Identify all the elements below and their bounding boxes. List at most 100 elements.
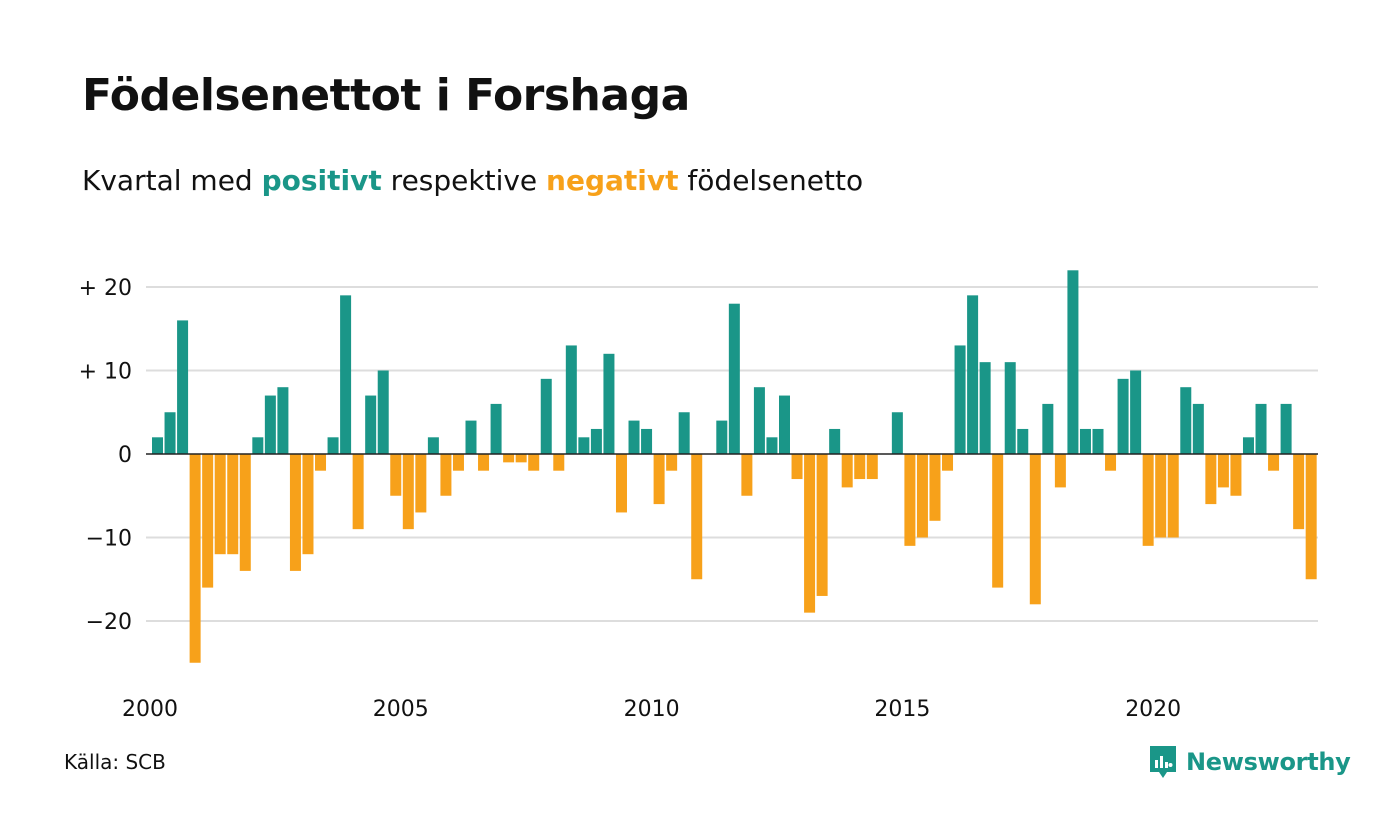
bar — [854, 454, 866, 480]
bar — [1079, 428, 1091, 454]
bar — [1255, 403, 1267, 454]
bar — [578, 437, 590, 454]
bar — [189, 454, 201, 663]
bar — [1280, 403, 1292, 454]
bar — [377, 370, 389, 454]
bar — [753, 387, 765, 454]
x-tick-label: 2010 — [624, 697, 680, 722]
bar — [390, 454, 402, 496]
bar — [1092, 428, 1104, 454]
bar — [227, 454, 239, 555]
bar — [553, 454, 565, 471]
bar — [340, 295, 352, 454]
subtitle-middle: respektive — [381, 164, 547, 197]
bar — [1268, 454, 1280, 471]
x-axis: 2000 2005 2010 2015 2020 — [122, 697, 1181, 722]
bar — [1004, 362, 1016, 454]
bar — [503, 454, 515, 463]
bar — [967, 295, 979, 454]
newsworthy-logo-icon — [1150, 746, 1176, 778]
y-tick-label: 0 — [118, 443, 132, 468]
bar — [515, 454, 527, 463]
x-tick-label: 2020 — [1125, 697, 1181, 722]
y-axis: + 20 + 10 0 −10 −20 — [79, 276, 132, 635]
bar — [1105, 454, 1117, 471]
x-tick-label: 2005 — [373, 697, 429, 722]
bar — [829, 428, 841, 454]
bar — [352, 454, 364, 530]
bar — [490, 403, 502, 454]
y-tick-label: + 10 — [79, 360, 132, 385]
bar — [528, 454, 540, 471]
bar — [478, 454, 490, 471]
bar — [741, 454, 753, 496]
bar — [402, 454, 414, 530]
bar — [603, 353, 615, 454]
bar — [1155, 454, 1167, 538]
bar — [992, 454, 1004, 588]
bar — [202, 454, 214, 588]
bar — [1130, 370, 1142, 454]
brand-logo: Newsworthy — [1148, 742, 1351, 782]
bar — [365, 395, 377, 454]
bar — [666, 454, 678, 471]
y-tick-label: + 20 — [79, 276, 132, 301]
bar — [177, 320, 189, 454]
brand-name: Newsworthy — [1186, 748, 1351, 776]
bar — [164, 412, 176, 454]
bar — [327, 437, 339, 454]
bar — [565, 345, 577, 454]
bar — [1242, 437, 1254, 454]
bar — [942, 454, 954, 471]
x-tick-label: 2015 — [874, 697, 930, 722]
y-tick-label: −10 — [86, 527, 132, 552]
bar — [415, 454, 427, 513]
bar — [252, 437, 264, 454]
bar — [1205, 454, 1217, 505]
bar — [152, 437, 163, 454]
subtitle-prefix: Kvartal med — [82, 164, 262, 197]
bar — [716, 420, 728, 454]
source-note: Källa: SCB — [64, 750, 166, 774]
bar — [728, 303, 740, 454]
bar — [791, 454, 803, 480]
bar — [277, 387, 289, 454]
bar — [816, 454, 828, 596]
bar — [678, 412, 690, 454]
bar — [891, 412, 903, 454]
bar — [1067, 270, 1079, 454]
subtitle-suffix: födelsenetto — [678, 164, 864, 197]
bar — [1230, 454, 1242, 496]
bar — [1029, 454, 1041, 605]
bar — [302, 454, 314, 555]
bar — [916, 454, 928, 538]
bar — [1117, 378, 1129, 454]
bar — [979, 362, 991, 454]
bar — [1167, 454, 1179, 538]
bar — [264, 395, 276, 454]
bar — [465, 420, 477, 454]
bar — [1293, 454, 1305, 530]
chart-title: Födelsenettot i Forshaga — [82, 70, 690, 121]
bar — [804, 454, 816, 613]
bar-chart: + 20 + 10 0 −10 −20 2000 2005 2010 2015 2020 — [79, 270, 1318, 722]
subtitle-negative-word: negativt — [546, 164, 679, 197]
bar — [1180, 387, 1192, 454]
bar — [1305, 454, 1317, 580]
bar — [641, 428, 653, 454]
bar — [540, 378, 552, 454]
bar — [954, 345, 966, 454]
bars — [152, 270, 1317, 663]
bar — [452, 454, 464, 471]
bar — [214, 454, 226, 555]
bar — [289, 454, 301, 571]
bar — [766, 437, 778, 454]
bar — [239, 454, 251, 571]
bar — [1054, 454, 1066, 488]
bar — [1192, 403, 1204, 454]
bar — [904, 454, 916, 546]
bar — [929, 454, 941, 521]
bar — [1042, 403, 1054, 454]
bar — [866, 454, 878, 480]
x-tick-label: 2000 — [122, 697, 178, 722]
